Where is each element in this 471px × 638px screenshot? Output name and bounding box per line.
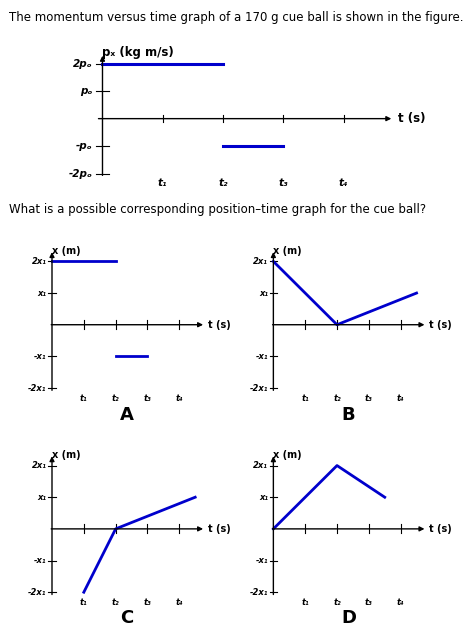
- Text: x₁: x₁: [38, 493, 47, 501]
- Text: t₃: t₃: [279, 178, 288, 188]
- Text: -x₁: -x₁: [255, 352, 268, 361]
- Text: 2x₁: 2x₁: [32, 257, 47, 266]
- Text: x (m): x (m): [273, 246, 302, 256]
- Text: t₂: t₂: [219, 178, 228, 188]
- Text: x₁: x₁: [259, 288, 268, 297]
- Text: t₃: t₃: [365, 598, 373, 607]
- Text: The momentum versus time graph of a 170 g cue ball is shown in the figure.: The momentum versus time graph of a 170 …: [9, 11, 464, 24]
- Text: t₃: t₃: [144, 394, 151, 403]
- Text: 2x₁: 2x₁: [253, 257, 268, 266]
- Text: t₂: t₂: [112, 394, 120, 403]
- Text: pₒ: pₒ: [80, 86, 92, 96]
- Text: t₄: t₄: [397, 394, 405, 403]
- Text: t₂: t₂: [333, 394, 341, 403]
- Text: D: D: [341, 609, 356, 627]
- Text: -pₒ: -pₒ: [76, 141, 92, 151]
- Text: -x₁: -x₁: [255, 556, 268, 565]
- Text: t (s): t (s): [398, 112, 426, 125]
- Text: t₁: t₁: [80, 394, 88, 403]
- Text: t₄: t₄: [339, 178, 349, 188]
- Text: -x₁: -x₁: [34, 352, 47, 361]
- Text: x₁: x₁: [259, 493, 268, 501]
- Text: x (m): x (m): [52, 450, 81, 460]
- Text: -2x₁: -2x₁: [28, 588, 47, 597]
- Text: -2x₁: -2x₁: [250, 588, 268, 597]
- Text: t₃: t₃: [365, 394, 373, 403]
- Text: x (m): x (m): [273, 450, 302, 460]
- Text: t₂: t₂: [112, 598, 120, 607]
- Text: -2x₁: -2x₁: [250, 383, 268, 392]
- Text: t (s): t (s): [208, 320, 231, 330]
- Text: t (s): t (s): [208, 524, 231, 534]
- Text: t₁: t₁: [301, 598, 309, 607]
- Text: B: B: [342, 406, 355, 424]
- Text: x (m): x (m): [52, 246, 81, 256]
- Text: -x₁: -x₁: [34, 556, 47, 565]
- Text: t₁: t₁: [301, 394, 309, 403]
- Text: 2x₁: 2x₁: [32, 461, 47, 470]
- Text: What is a possible corresponding position–time graph for the cue ball?: What is a possible corresponding positio…: [9, 203, 427, 216]
- Text: t₄: t₄: [176, 598, 183, 607]
- Text: t₁: t₁: [158, 178, 168, 188]
- Text: -2x₁: -2x₁: [28, 383, 47, 392]
- Text: t₄: t₄: [397, 598, 405, 607]
- Text: t₄: t₄: [176, 394, 183, 403]
- Text: t₁: t₁: [80, 598, 88, 607]
- Text: x₁: x₁: [38, 288, 47, 297]
- Text: 2x₁: 2x₁: [253, 461, 268, 470]
- Text: t (s): t (s): [430, 524, 452, 534]
- Text: A: A: [120, 406, 134, 424]
- Text: -2pₒ: -2pₒ: [68, 169, 92, 179]
- Text: t₃: t₃: [144, 598, 151, 607]
- Text: 2pₒ: 2pₒ: [73, 59, 92, 68]
- Text: t₂: t₂: [333, 598, 341, 607]
- Text: t (s): t (s): [430, 320, 452, 330]
- Text: C: C: [121, 609, 134, 627]
- Text: pₓ (kg m/s): pₓ (kg m/s): [103, 46, 174, 59]
